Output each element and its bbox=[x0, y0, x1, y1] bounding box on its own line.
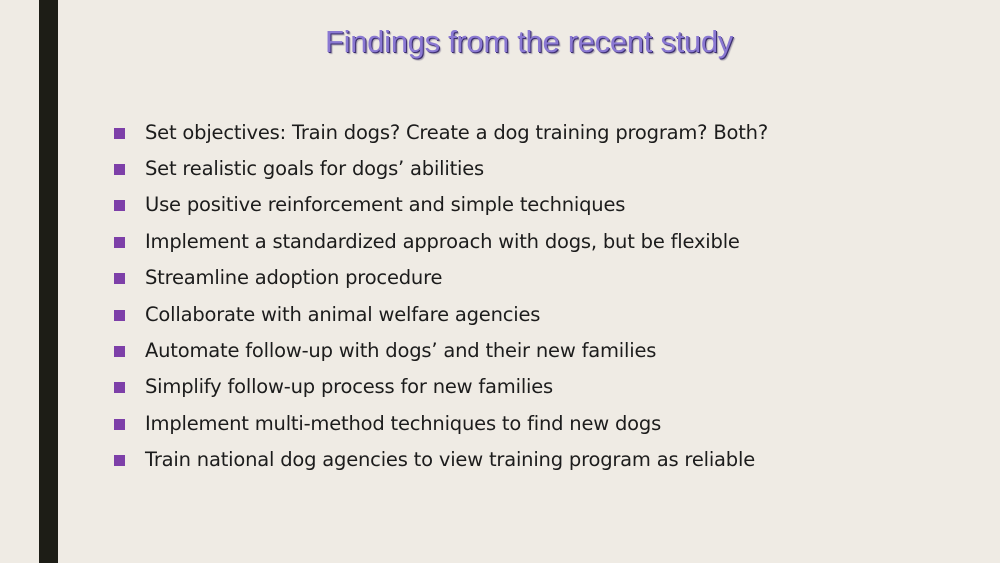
list-item: Streamline adoption procedure bbox=[114, 260, 768, 296]
square-bullet-icon bbox=[114, 309, 125, 321]
list-item: Automate follow-up with dogs’ and their … bbox=[114, 332, 768, 368]
square-bullet-icon bbox=[114, 418, 125, 430]
bullet-text: Implement multi-method techniques to fin… bbox=[145, 411, 662, 435]
bullet-text: Simplify follow-up process for new famil… bbox=[145, 375, 554, 399]
square-bullet-icon bbox=[114, 346, 125, 358]
list-item: Collaborate with animal welfare agencies bbox=[114, 296, 768, 332]
bullet-text: Set objectives: Train dogs? Create a dog… bbox=[145, 120, 768, 144]
list-item: Implement multi-method techniques to fin… bbox=[114, 405, 768, 441]
list-item: Implement a standardized approach with d… bbox=[114, 223, 768, 259]
bullet-text: Set realistic goals for dogs’ abilities bbox=[145, 157, 485, 181]
list-item: Use positive reinforcement and simple te… bbox=[114, 187, 768, 223]
square-bullet-icon bbox=[114, 236, 125, 248]
square-bullet-icon bbox=[114, 127, 125, 139]
list-item: Train national dog agencies to view trai… bbox=[114, 442, 768, 478]
bullet-text: Use positive reinforcement and simple te… bbox=[145, 193, 626, 217]
left-accent-bar bbox=[39, 0, 58, 563]
list-item: Simplify follow-up process for new famil… bbox=[114, 369, 768, 405]
bullet-text: Train national dog agencies to view trai… bbox=[145, 448, 756, 472]
bullet-text: Collaborate with animal welfare agencies bbox=[145, 302, 541, 326]
bullet-text: Automate follow-up with dogs’ and their … bbox=[145, 339, 657, 363]
square-bullet-icon bbox=[114, 382, 125, 394]
square-bullet-icon bbox=[114, 200, 125, 212]
slide-title: Findings from the recent study bbox=[325, 24, 733, 59]
square-bullet-icon bbox=[114, 273, 125, 285]
bullet-text: Streamline adoption procedure bbox=[145, 266, 443, 290]
bullet-list: Set objectives: Train dogs? Create a dog… bbox=[114, 114, 768, 478]
square-bullet-icon bbox=[114, 164, 125, 176]
square-bullet-icon bbox=[114, 455, 125, 467]
bullet-text: Implement a standardized approach with d… bbox=[145, 229, 740, 253]
list-item: Set objectives: Train dogs? Create a dog… bbox=[114, 114, 768, 150]
list-item: Set realistic goals for dogs’ abilities bbox=[114, 150, 768, 186]
